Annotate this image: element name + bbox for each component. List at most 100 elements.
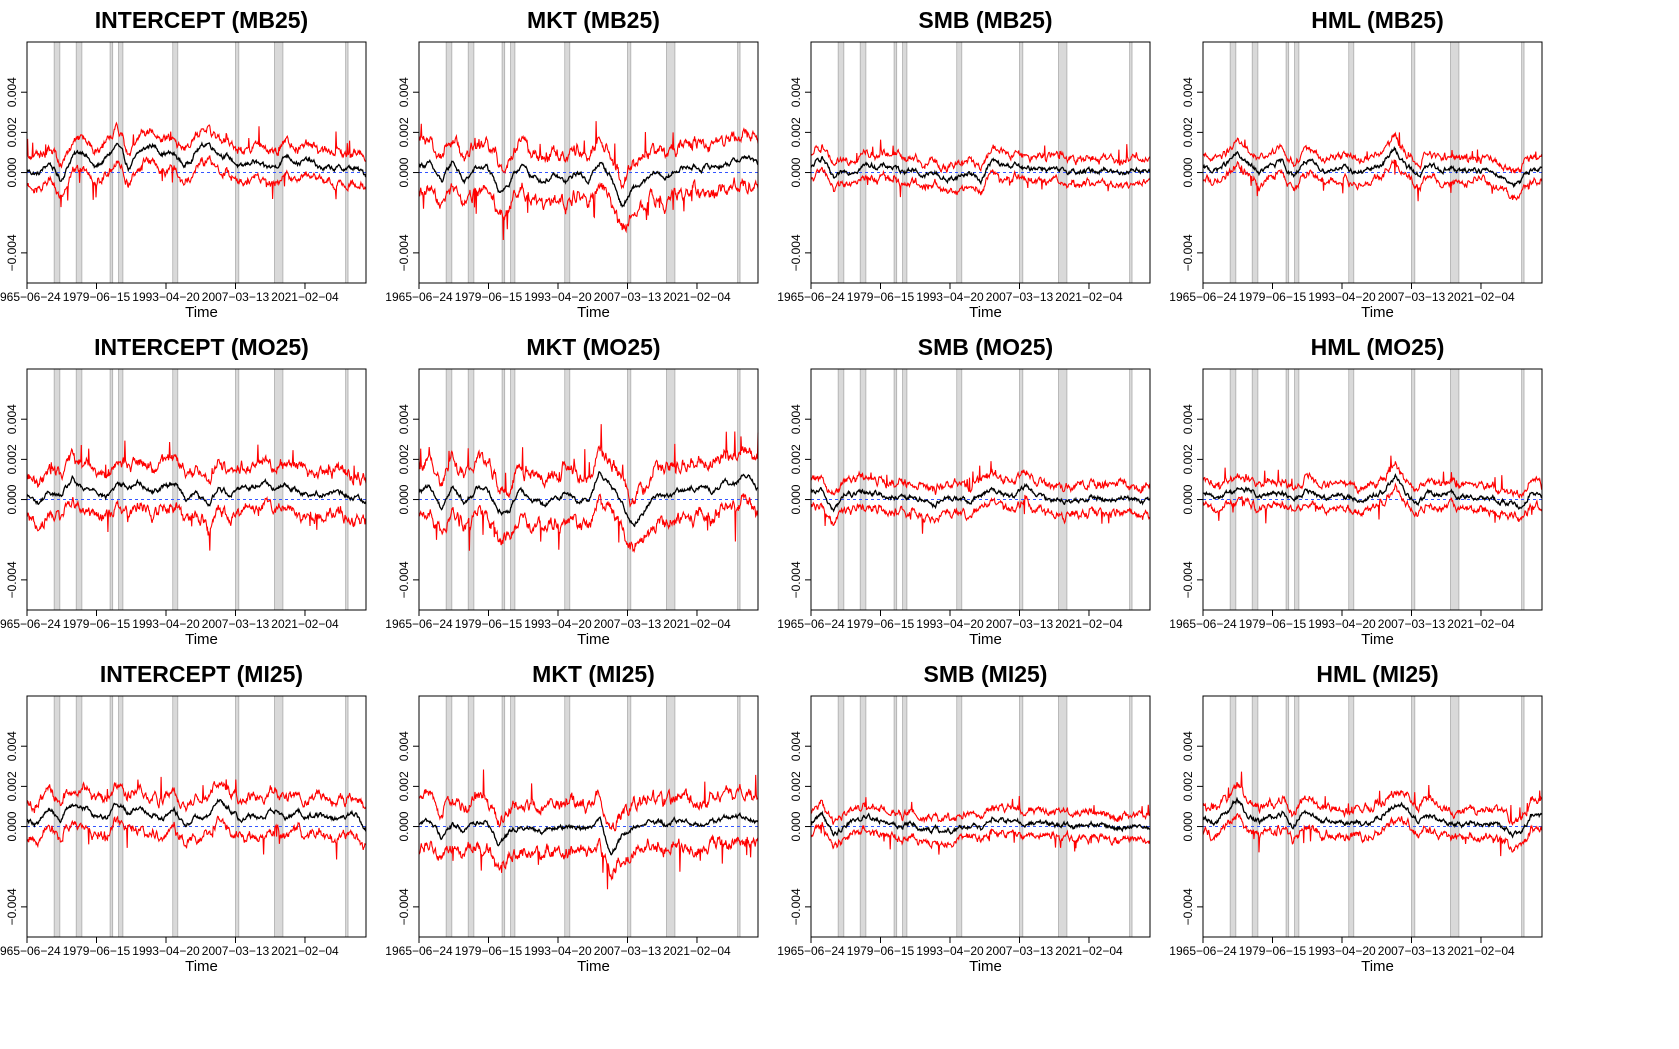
- x-tick-label: 2021−02−04: [663, 944, 731, 958]
- recession-band: [510, 41, 516, 284]
- x-tick-label: 1965−06−24: [1169, 944, 1237, 958]
- x-tick-label: 2007−03−13: [202, 944, 270, 958]
- y-tick-label: 0.002: [397, 444, 411, 474]
- y-tick-label: 0.002: [1181, 444, 1195, 474]
- y-tick-label: 0.000: [1181, 811, 1195, 841]
- y-tick-label: 0.002: [397, 117, 411, 147]
- x-tick-label: 2021−02−04: [1055, 617, 1123, 631]
- recession-band: [1348, 695, 1355, 938]
- recession-band: [109, 41, 114, 284]
- x-axis-label: Time: [969, 631, 1002, 648]
- plot-frame: [810, 41, 1151, 284]
- chart-panel: SMB (MO25) −0.004 0.000 0.002 0.004 1965−06−2…: [777, 327, 1204, 677]
- x-tick-label: 1965−06−24: [385, 617, 453, 631]
- recession-band: [510, 695, 516, 938]
- recession-band: [445, 695, 453, 938]
- x-tick-label: 1993−04−20: [132, 290, 200, 304]
- chart-panel: INTERCEPT (MB25) −0.004 0.000 0.002 0.004 196…: [0, 0, 420, 350]
- chart-title: INTERCEPT (MO25): [94, 334, 309, 360]
- recession-band: [345, 368, 349, 611]
- recession-band: [1294, 368, 1300, 611]
- y-tick-label: 0.004: [397, 731, 411, 761]
- estimate-line: [810, 156, 1151, 186]
- recession-band: [172, 695, 179, 938]
- y-tick-label: 0.000: [789, 157, 803, 187]
- upper-band-line: [810, 461, 1151, 496]
- estimate-line: [810, 810, 1151, 837]
- x-tick-label: 2021−02−04: [271, 290, 339, 304]
- upper-band-line: [1202, 771, 1542, 826]
- y-tick-label: 0.004: [5, 404, 19, 434]
- chart-title: MKT (MI25): [532, 661, 655, 687]
- chart-panel: MKT (MO25) −0.004 0.000 0.002 0.004 1965−06−2…: [385, 327, 812, 677]
- chart-svg: SMB (MI25) −0.004 0.000 0.002 0.004 1965−06−2…: [777, 661, 1151, 975]
- estimate-line: [810, 482, 1151, 513]
- recession-band: [172, 368, 179, 611]
- chart-panel: HML (MI25) −0.004 0.000 0.002 0.004 1965−06−2…: [1169, 654, 1596, 1004]
- y-tick-label: −0.004: [1181, 888, 1195, 925]
- y-tick-label: 0.002: [1181, 771, 1195, 801]
- lower-band-line: [1202, 812, 1543, 857]
- recession-band: [837, 41, 845, 284]
- y-tick-label: 0.004: [397, 404, 411, 434]
- chart-panel: INTERCEPT (MO25) −0.004 0.000 0.002 0.004 196…: [0, 327, 420, 677]
- recession-band: [345, 41, 349, 284]
- recession-band: [1019, 41, 1024, 284]
- y-tick-label: −0.004: [789, 561, 803, 598]
- recession-band: [467, 368, 475, 611]
- x-tick-label: 2007−03−13: [202, 290, 270, 304]
- recession-band: [737, 368, 741, 611]
- y-tick-label: 0.004: [397, 77, 411, 107]
- lower-band-line: [810, 166, 1151, 198]
- upper-band-line: [810, 139, 1151, 174]
- x-tick-label: 1979−06−15: [63, 944, 131, 958]
- chart-svg: MKT (MI25) −0.004 0.000 0.002 0.004 1965−06−2…: [385, 661, 759, 975]
- x-tick-label: 1979−06−15: [847, 290, 915, 304]
- recession-band: [1450, 41, 1460, 284]
- recession-band: [1251, 695, 1259, 938]
- x-tick-label: 1979−06−15: [455, 944, 523, 958]
- recession-band: [1229, 41, 1237, 284]
- x-tick-label: 1993−04−20: [1308, 617, 1376, 631]
- recession-band: [75, 41, 83, 284]
- y-tick-label: 0.000: [5, 811, 19, 841]
- x-axis-label: Time: [969, 304, 1002, 321]
- plot-frame: [418, 695, 759, 938]
- estimate-line: [418, 154, 759, 208]
- y-tick-label: 0.000: [397, 484, 411, 514]
- estimate-line: [26, 141, 367, 183]
- x-tick-label: 2007−03−13: [1378, 617, 1446, 631]
- plot-frame: [26, 368, 367, 611]
- recession-band: [109, 695, 114, 938]
- x-tick-label: 2021−02−04: [1055, 944, 1123, 958]
- upper-band-line: [418, 424, 759, 508]
- lower-band-line: [810, 494, 1151, 534]
- plot-frame: [810, 368, 1151, 611]
- lower-band-line: [810, 822, 1151, 855]
- lower-band-line: [1202, 159, 1543, 202]
- y-tick-label: −0.004: [5, 234, 19, 271]
- estimate-line: [26, 798, 367, 832]
- y-tick-label: 0.002: [789, 117, 803, 147]
- x-tick-label: 1965−06−24: [777, 944, 845, 958]
- recession-band: [627, 695, 632, 938]
- x-axis-label: Time: [1361, 958, 1394, 975]
- recession-band: [1058, 695, 1068, 938]
- recession-band: [666, 368, 676, 611]
- upper-band-line: [1202, 455, 1543, 499]
- recession-band: [1294, 695, 1300, 938]
- chart-panel: INTERCEPT (MI25) −0.004 0.000 0.002 0.004 196…: [0, 654, 420, 1004]
- estimate-line: [26, 474, 367, 508]
- y-tick-label: 0.004: [789, 731, 803, 761]
- recession-band: [893, 695, 898, 938]
- x-axis-label: Time: [185, 958, 218, 975]
- x-axis-label: Time: [185, 631, 218, 648]
- chart-title: HML (MI25): [1316, 661, 1438, 687]
- recession-band: [902, 368, 908, 611]
- estimate-line: [418, 471, 759, 528]
- chart-panel: MKT (MB25) −0.004 0.000 0.002 0.004 1965−06−2…: [385, 0, 812, 350]
- x-tick-label: 1965−06−24: [777, 617, 845, 631]
- plot-frame: [1202, 368, 1543, 611]
- plot-frame: [1202, 41, 1543, 284]
- recession-band: [1348, 368, 1355, 611]
